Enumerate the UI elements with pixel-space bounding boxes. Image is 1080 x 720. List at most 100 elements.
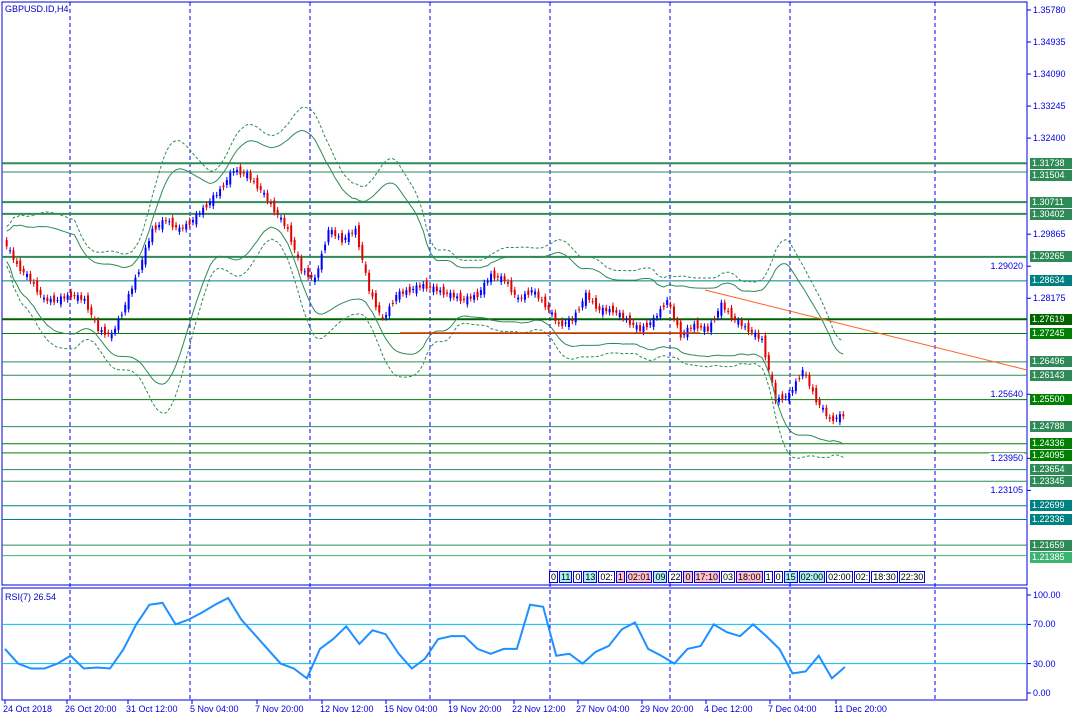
candle-body [473,295,476,300]
candle-body [578,309,581,311]
level-price-label: 1.31504 [1030,169,1072,181]
candle-body [171,217,174,228]
candle-body [66,295,69,300]
candle-body [493,270,496,279]
time-marker[interactable]: 15 [783,571,798,583]
time-marker[interactable]: 22:30 [898,571,926,583]
time-marker[interactable]: 18:30 [871,571,898,583]
time-marker[interactable]: 13 [583,571,598,583]
time-marker[interactable]: 17:10 [693,571,721,583]
candle-body [432,286,435,293]
time-marker[interactable]: 02:01 [625,571,653,583]
candle-body [483,282,486,295]
candle-body [398,291,401,300]
time-marker[interactable]: 0 [549,571,559,583]
candle-body [80,295,83,300]
candle-body [554,312,557,322]
level-price-label: 1.24336 [1030,438,1072,450]
candle-body [581,301,584,308]
candle-body [591,301,594,303]
candle-body [500,276,503,282]
candle-body [97,320,100,332]
candle-body [415,285,418,294]
candle-body [32,282,35,284]
level-price-label: 1.23654 [1030,464,1072,476]
rsi-tick-label: 0.00 [1033,688,1051,698]
candle-body [46,297,49,302]
level-price-label: 1.25500 [1030,394,1072,406]
rsi-tick-label: 70.00 [1033,619,1056,630]
candle-body [798,378,801,380]
candle-body [652,317,655,328]
time-marker[interactable]: 09 [653,571,668,583]
candle-body [442,286,445,295]
candle-body [327,229,330,243]
candle-body [645,322,648,328]
candle-body [161,220,164,230]
candle-body [469,296,472,299]
candle-body [330,230,333,235]
candle-body [821,407,824,410]
rsi-tick-label: 30.00 [1033,658,1056,669]
candle-body [676,319,679,326]
candle-body [26,273,29,278]
candle-body [208,201,211,206]
price-tick-label: 1.28175 [1033,293,1066,304]
time-marker[interactable]: 22 [668,571,683,583]
price-tick-label: 1.34090 [1033,69,1066,80]
candle-body [185,223,188,230]
candle-body [706,326,709,332]
candle-body [168,221,171,223]
candle-body [276,210,279,216]
price-tick-label: 1.34935 [1033,37,1066,48]
candle-body [368,272,371,292]
candle-body [838,414,841,423]
candle-body [615,310,618,313]
time-marker[interactable]: 0 [573,571,583,583]
price-tick-label: 1.29865 [1033,229,1066,240]
candle-body [611,305,614,313]
candle-body [571,318,574,322]
candle-body [781,394,784,400]
candle-body [486,281,489,283]
candle-body [15,261,18,264]
time-marker[interactable]: 0 [683,571,693,583]
time-marker[interactable]: 02: [598,571,615,583]
candle-body [811,387,814,392]
time-marker[interactable]: 02:00 [826,571,853,583]
candle-body [672,306,675,319]
time-marker[interactable]: 0 [773,571,783,583]
time-marker[interactable]: 18:00 [736,571,763,583]
time-marker[interactable]: 1 [615,571,625,583]
candle-body [635,325,638,330]
candle-body [784,396,787,398]
candle-body [334,230,337,237]
candle-body [523,293,526,300]
candle-body [622,312,625,319]
time-tick-label: 5 Nov 04:00 [190,704,239,714]
candle-body [551,312,554,315]
time-marker[interactable]: 02:00 [798,571,826,583]
candle-body [53,295,56,303]
rsi-title: RSI(7) 26.54 [5,592,57,602]
candle-body [730,307,733,319]
time-marker[interactable]: 1 [763,571,773,583]
time-marker[interactable]: 02: [853,571,871,583]
time-tick-label: 15 Nov 04:00 [384,704,438,714]
time-marker[interactable]: 11 [559,571,573,583]
candle-body [405,290,408,295]
envelope-lower [6,238,844,459]
time-marker[interactable]: 03 [721,571,736,583]
candle-body [544,296,547,308]
candle-body [666,299,669,305]
candle-body [86,295,89,310]
candle-body [49,298,52,303]
candle-body [90,307,93,315]
candle-body [815,387,818,403]
candle-body [263,192,266,195]
main-panel-frame [1,1,1028,586]
time-tick-label: 22 Nov 12:00 [512,704,566,714]
candle-body [517,297,520,300]
level-price-label: 1.22336 [1030,514,1072,526]
